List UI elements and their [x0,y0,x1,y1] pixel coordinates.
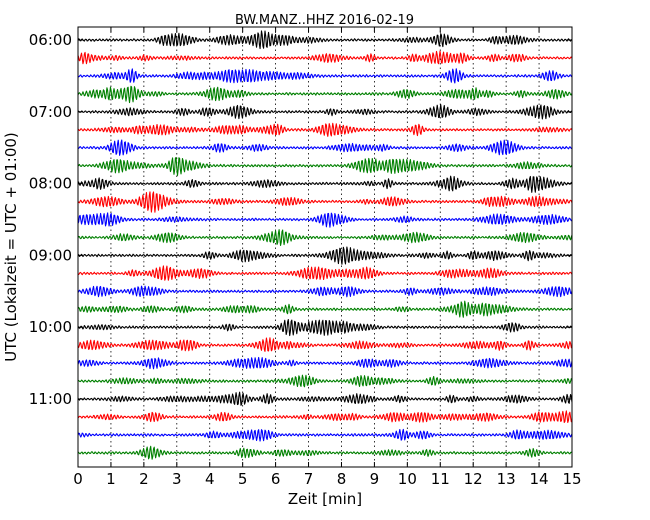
trace-row [77,30,573,50]
x-tick-label: 5 [238,470,248,488]
trace-row [77,175,573,193]
chart-title: BW.MANZ..HHZ 2016-02-19 [235,13,414,28]
trace-row [77,337,573,352]
trace-row [77,428,573,442]
y-tick-label: 07:00 [29,103,72,121]
y-tick-label: 10:00 [29,318,72,336]
x-tick-label: 8 [337,470,347,488]
trace-row [77,445,573,460]
trace-row [77,68,573,84]
x-tick-label: 3 [172,470,182,488]
trace-row [77,85,573,104]
trace-row [77,300,573,318]
x-axis: 0 1 2 3 4 5 6 7 8 9 10 11 12 13 14 15 [73,27,582,488]
x-tick-label: 12 [464,470,483,488]
y-tick-label: 11:00 [29,390,72,408]
y-tick-label: 06:00 [29,31,72,49]
trace-row [77,122,573,137]
x-tick-label: 1 [106,470,116,488]
y-axis-label: UTC (Lokalzeit = UTC + 01:00) [2,132,20,362]
trace-row [77,246,573,265]
trace-row [77,318,573,337]
trace-row [77,356,573,370]
x-axis-label: Zeit [min] [288,490,362,508]
trace-row [77,285,573,298]
x-tick-label: 13 [497,470,516,488]
y-tick-label: 09:00 [29,246,72,264]
x-tick-label: 2 [139,470,149,488]
trace-row [77,50,573,65]
trace-row [77,156,573,177]
trace-row [77,212,573,228]
plot-frame [77,26,573,468]
x-tick-label: 4 [205,470,215,488]
x-tick-label: 7 [304,470,314,488]
y-axis: 06:00 07:00 08:00 09:00 10:00 11:00 [29,31,572,408]
x-tick-label: 11 [431,470,450,488]
trace-row [77,374,573,388]
traces [77,30,573,460]
x-tick-label: 15 [562,470,581,488]
x-tick-label: 0 [73,470,83,488]
y-tick-label: 08:00 [29,175,72,193]
trace-row [77,410,573,424]
trace-row [77,229,573,247]
trace-row [77,191,573,213]
trace-row [77,265,573,281]
trace-row [77,139,573,156]
x-tick-label: 14 [530,470,549,488]
grid-lines [110,27,540,467]
x-tick-label: 6 [271,470,281,488]
x-tick-label: 10 [398,470,417,488]
trace-row [77,104,573,120]
x-tick-label: 9 [370,470,380,488]
trace-row [77,391,573,406]
